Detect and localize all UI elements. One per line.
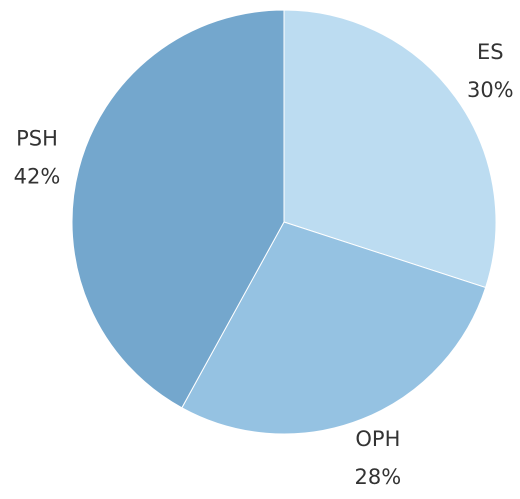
slice-value-label: 30% xyxy=(467,78,514,102)
slice-label: PSH xyxy=(16,127,58,151)
slice-value-label: 28% xyxy=(355,465,402,489)
slice-value-label: 42% xyxy=(14,165,61,189)
slice-label: ES xyxy=(477,40,504,64)
pie-slice xyxy=(283,9,497,289)
pie-slice xyxy=(71,9,285,409)
pie-slice xyxy=(181,221,487,435)
slice-label: OPH xyxy=(355,427,400,451)
